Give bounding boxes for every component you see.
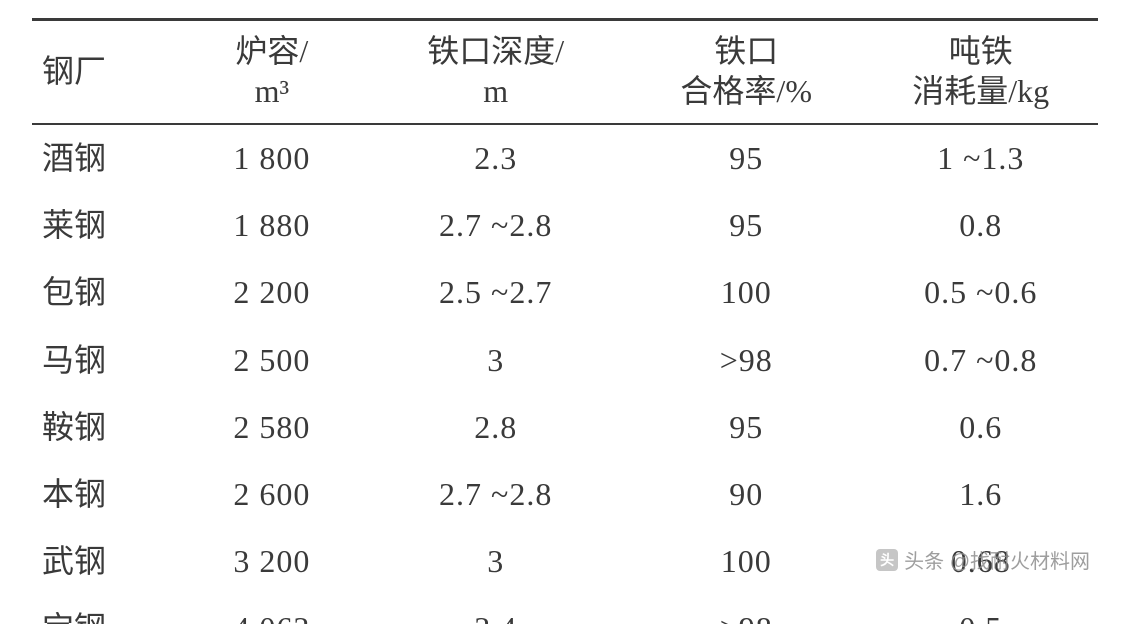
cell-capacity: 2 200: [181, 259, 362, 326]
cell-consumption: 0.5: [863, 595, 1098, 624]
cell-plant: 酒钢: [32, 124, 181, 192]
col-header-unit: m³: [185, 71, 358, 111]
col-header-consumption: 吨铁 消耗量/kg: [863, 20, 1098, 125]
table-row: 武钢 3 200 3 100 0.68: [32, 528, 1098, 595]
cell-plant: 宝钢: [32, 595, 181, 624]
cell-capacity: 4 063: [181, 595, 362, 624]
col-header-rate: 铁口 合格率/%: [629, 20, 864, 125]
cell-consumption: 0.5 ~0.6: [863, 259, 1098, 326]
cell-consumption: 0.7 ~0.8: [863, 327, 1098, 394]
col-header-plant: 钢厂: [32, 20, 181, 125]
cell-capacity: 1 800: [181, 124, 362, 192]
cell-plant: 包钢: [32, 259, 181, 326]
col-header-unit: 消耗量/kg: [867, 71, 1094, 111]
cell-capacity: 1 880: [181, 192, 362, 259]
cell-depth: 2.5 ~2.7: [362, 259, 629, 326]
cell-rate: 100: [629, 259, 864, 326]
table-row: 宝钢 4 063 3.4 >98 0.5: [32, 595, 1098, 624]
cell-consumption: 1.6: [863, 461, 1098, 528]
cell-plant: 武钢: [32, 528, 181, 595]
cell-plant: 莱钢: [32, 192, 181, 259]
cell-depth: 2.7 ~2.8: [362, 461, 629, 528]
cell-plant: 本钢: [32, 461, 181, 528]
col-header-unit: 合格率/%: [633, 71, 860, 111]
col-header-text: 钢厂: [42, 53, 106, 89]
cell-consumption: 0.68: [863, 528, 1098, 595]
table-container: 钢厂 炉容/ m³ 铁口深度/ m 铁口: [0, 0, 1130, 624]
cell-rate: >98: [629, 595, 864, 624]
cell-consumption: 0.8: [863, 192, 1098, 259]
cell-consumption: 1 ~1.3: [863, 124, 1098, 192]
col-header-unit: m: [366, 71, 625, 111]
data-table: 钢厂 炉容/ m³ 铁口深度/ m 铁口: [32, 18, 1098, 624]
col-header-text: 铁口深度/: [366, 31, 625, 71]
cell-plant: 马钢: [32, 327, 181, 394]
table-row: 马钢 2 500 3 >98 0.7 ~0.8: [32, 327, 1098, 394]
cell-depth: 3: [362, 528, 629, 595]
cell-plant: 鞍钢: [32, 394, 181, 461]
cell-depth: 2.7 ~2.8: [362, 192, 629, 259]
table-body: 酒钢 1 800 2.3 95 1 ~1.3 莱钢 1 880 2.7 ~2.8…: [32, 124, 1098, 624]
cell-depth: 2.3: [362, 124, 629, 192]
col-header-text: 铁口: [633, 31, 860, 71]
table-row: 莱钢 1 880 2.7 ~2.8 95 0.8: [32, 192, 1098, 259]
col-header-text: 炉容/: [185, 31, 358, 71]
cell-rate: 100: [629, 528, 864, 595]
cell-depth: 3.4: [362, 595, 629, 624]
table-header-row: 钢厂 炉容/ m³ 铁口深度/ m 铁口: [32, 20, 1098, 125]
col-header-capacity: 炉容/ m³: [181, 20, 362, 125]
col-header-text: 吨铁: [867, 31, 1094, 71]
cell-capacity: 2 500: [181, 327, 362, 394]
cell-rate: 95: [629, 192, 864, 259]
cell-rate: 95: [629, 394, 864, 461]
cell-capacity: 3 200: [181, 528, 362, 595]
table-row: 鞍钢 2 580 2.8 95 0.6: [32, 394, 1098, 461]
cell-capacity: 2 580: [181, 394, 362, 461]
cell-rate: >98: [629, 327, 864, 394]
cell-depth: 2.8: [362, 394, 629, 461]
table-row: 本钢 2 600 2.7 ~2.8 90 1.6: [32, 461, 1098, 528]
col-header-depth: 铁口深度/ m: [362, 20, 629, 125]
table-row: 酒钢 1 800 2.3 95 1 ~1.3: [32, 124, 1098, 192]
cell-depth: 3: [362, 327, 629, 394]
cell-capacity: 2 600: [181, 461, 362, 528]
table-row: 包钢 2 200 2.5 ~2.7 100 0.5 ~0.6: [32, 259, 1098, 326]
cell-rate: 90: [629, 461, 864, 528]
cell-rate: 95: [629, 124, 864, 192]
cell-consumption: 0.6: [863, 394, 1098, 461]
